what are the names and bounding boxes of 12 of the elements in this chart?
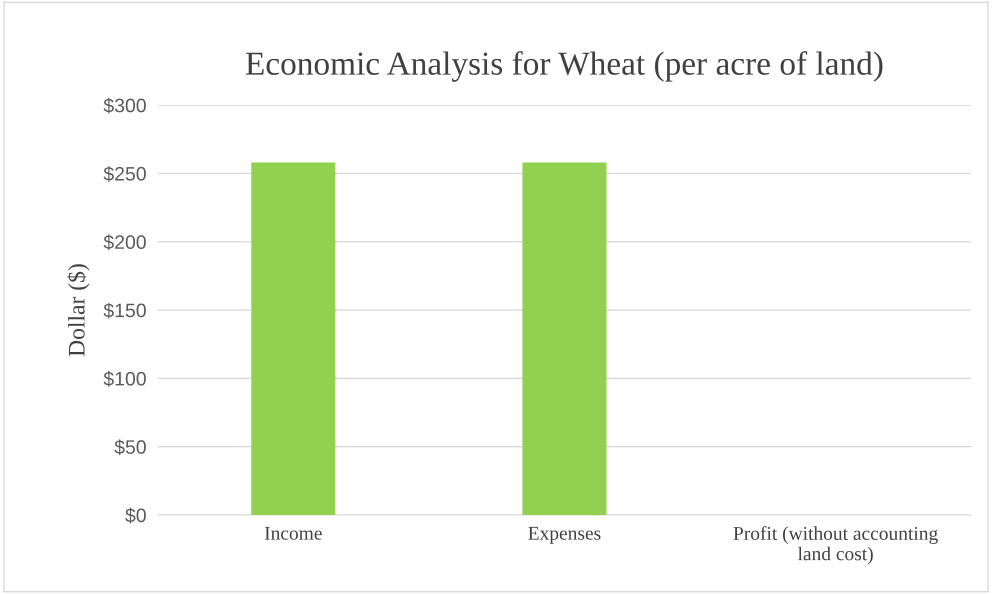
y-tick-label: $50 [114,439,146,456]
y-tick-label: $200 [104,234,146,250]
y-tick-label: $100 [104,371,146,387]
y-tick-label: $0 [125,508,146,524]
y-tick-label: $250 [104,166,146,182]
y-tick-label: $150 [104,302,146,318]
x-tick-label: Expenses [528,526,600,544]
x-tick-label: Income [264,526,322,540]
y-axis-title: Dollar ($) [67,264,90,356]
x-tick-label: Profit (without accounting land cost) [734,526,938,564]
y-tick-label: $300 [104,98,146,114]
chart-title: Economic Analysis for Wheat (per acre of land) [246,51,882,82]
